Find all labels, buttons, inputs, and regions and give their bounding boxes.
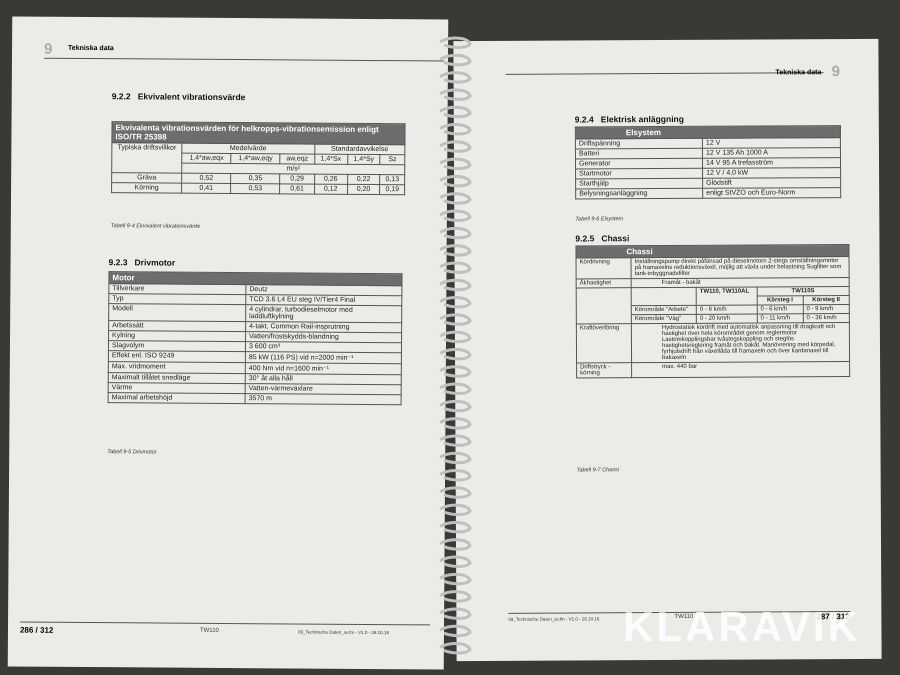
cell: 0 - 36 km/h bbox=[803, 313, 850, 323]
page-header: Tekniska data bbox=[775, 69, 822, 77]
cell: 0,61 bbox=[279, 183, 315, 195]
page-number: 286 / 312 bbox=[19, 625, 54, 635]
right-page: Tekniska data 9 9.2.4 Elektrisk anläggni… bbox=[453, 38, 882, 662]
vibration-table: Ekvivalenta vibrationsvärden för helkrop… bbox=[111, 121, 406, 195]
engine-table: Motor Tillverkare Deutz Typ TCD 3.6 L4 EU s… bbox=[108, 271, 403, 405]
caption: Tabell 9-6 Elsystem bbox=[575, 216, 624, 223]
cell: max. 440 bar bbox=[631, 361, 850, 378]
section-title: 9.2.2 Ekvivalent vibrationsvärde bbox=[112, 91, 246, 102]
cell: 0,26 bbox=[314, 174, 348, 185]
row-label: Driftspänning bbox=[575, 138, 703, 149]
header-rule bbox=[43, 57, 444, 62]
caption: Tabell 9-4 Ekvivalent vibrationsvärde bbox=[110, 223, 201, 230]
row-label: Generator bbox=[575, 158, 703, 169]
cell: 0 - 6 km/h bbox=[696, 305, 758, 315]
section-number: 9.2.3 bbox=[108, 257, 128, 268]
table-row: Modell 4 cylindrar, turbodieselmotor med … bbox=[108, 303, 402, 323]
row-label: Startmotor bbox=[575, 168, 703, 179]
row-label: Kördrivning bbox=[576, 257, 632, 279]
cell bbox=[576, 287, 632, 324]
section-number: 9.2.2 bbox=[111, 91, 131, 102]
electric-table: Elsystem Driftspänning 12 V Batteri 12 V 13… bbox=[575, 125, 841, 199]
column-header: 1,4*Sy bbox=[347, 154, 381, 165]
cell: enligt StVZO och Euro-Norm bbox=[702, 187, 841, 199]
row-label: Modell bbox=[108, 303, 246, 322]
table-title: Ekvivalenta vibrationsvärden för helkrop… bbox=[111, 121, 406, 145]
section-title: 9.2.3 Drivmotor bbox=[109, 257, 176, 267]
row-label: Körning bbox=[111, 182, 182, 194]
watermark: KLARAVIK bbox=[623, 603, 861, 650]
table-row: Maximal arbetshöjd 3570 m bbox=[108, 392, 402, 405]
footer-rule bbox=[20, 621, 431, 626]
column-header: 1,4*aw,eqx bbox=[181, 153, 232, 164]
cell: 0,41 bbox=[181, 183, 231, 194]
row-label: Gräva bbox=[111, 172, 182, 184]
column-header: Körsteg II bbox=[802, 295, 850, 305]
footer-file: 09_Technische Daten_sv.fm - V1.0 - 26.10… bbox=[508, 616, 600, 622]
cell: 3570 m bbox=[245, 393, 402, 405]
footer-file: 09_Technische Daten_sv.fm - V1.0 - 26.10… bbox=[297, 629, 389, 636]
section-title-text: Elektrisk anläggning bbox=[600, 113, 684, 125]
left-page: 9 Tekniska data 9.2.2 Ekvivalent vibrati… bbox=[7, 16, 449, 670]
cell: 0 - 20 km/h bbox=[696, 314, 758, 324]
table-row: Körning 0,41 0,53 0,61 0,12 0,20 0,19 bbox=[111, 182, 405, 195]
cell: 0,19 bbox=[379, 184, 405, 195]
section-number: 9.2.4 bbox=[574, 114, 594, 125]
column-header: TW110, TW110AL bbox=[696, 287, 757, 306]
cell bbox=[631, 287, 697, 306]
row-label: Körområde "Väg" bbox=[631, 314, 697, 324]
row-label: Belysningsanläggning bbox=[575, 188, 703, 199]
section-title-text: Ekvivalent vibrationsvärde bbox=[137, 91, 246, 103]
section-number: 9.2.5 bbox=[575, 233, 595, 244]
table-row: Belysningsanläggning enligt StVZO och Eur… bbox=[575, 187, 841, 199]
row-label: Driftstryck - körning bbox=[576, 362, 632, 378]
column-header: aw,eqz bbox=[280, 153, 315, 165]
cell: 0 - 6 km/h bbox=[756, 304, 804, 315]
cell: 0,22 bbox=[347, 174, 381, 185]
row-label: Kraftöverföring bbox=[576, 323, 632, 363]
chapter-number: 9 bbox=[831, 63, 840, 81]
row-label: Körområde "Arbete" bbox=[631, 305, 697, 315]
cell: Inställningspump direkt påfänsad på dies… bbox=[631, 256, 850, 279]
column-header: Sz bbox=[380, 154, 405, 165]
cell: 0,35 bbox=[230, 173, 281, 184]
column-header: 1,4*Sx bbox=[314, 154, 348, 165]
footer-model: TW110 bbox=[199, 627, 219, 634]
cell: 0,52 bbox=[181, 173, 231, 184]
cell: 0,29 bbox=[279, 173, 315, 185]
caption: Tabell 9-5 Drivmotor bbox=[107, 449, 157, 456]
caption: Tabell 9-7 Chassi bbox=[576, 467, 619, 474]
row-label: Batteri bbox=[575, 148, 703, 159]
cell: 4 cylindrar, turbodieselmotor med laddlu… bbox=[245, 304, 402, 323]
column-header: Typiska driftsvillkor bbox=[111, 142, 183, 174]
cell: 0 - 9 km/h bbox=[802, 304, 850, 314]
chassis-table: Chassi Kördrivning Inställningspump direk… bbox=[575, 244, 850, 378]
column-header: 1,4*aw,eqy bbox=[230, 153, 281, 164]
column-header: Körsteg I bbox=[756, 295, 803, 306]
row-label: Starthjälp bbox=[575, 178, 703, 189]
cell: 0,12 bbox=[314, 184, 348, 195]
section-title-text: Chassi bbox=[601, 233, 630, 244]
cell: 0 - 11 km/h bbox=[757, 313, 804, 324]
column-header: Standardavvikelse bbox=[314, 144, 405, 155]
cell: 0,20 bbox=[347, 184, 380, 195]
chapter-number: 9 bbox=[43, 40, 53, 58]
section-title-text: Drivmotor bbox=[134, 257, 176, 268]
cell: 0,13 bbox=[379, 174, 405, 185]
cell: Hydrostatisk kördrift med automatisk anp… bbox=[631, 322, 850, 363]
section-title: 9.2.4 Elektrisk anläggning bbox=[575, 114, 684, 125]
cell: 0,53 bbox=[230, 183, 280, 194]
column-header: TW110S bbox=[756, 286, 850, 297]
section-title: 9.2.5 Chassi bbox=[575, 233, 629, 243]
page-header: Tekniska data bbox=[68, 44, 114, 53]
row-label: Åkhastighet bbox=[576, 278, 632, 288]
row-label: Maximal arbetshöjd bbox=[108, 392, 246, 404]
